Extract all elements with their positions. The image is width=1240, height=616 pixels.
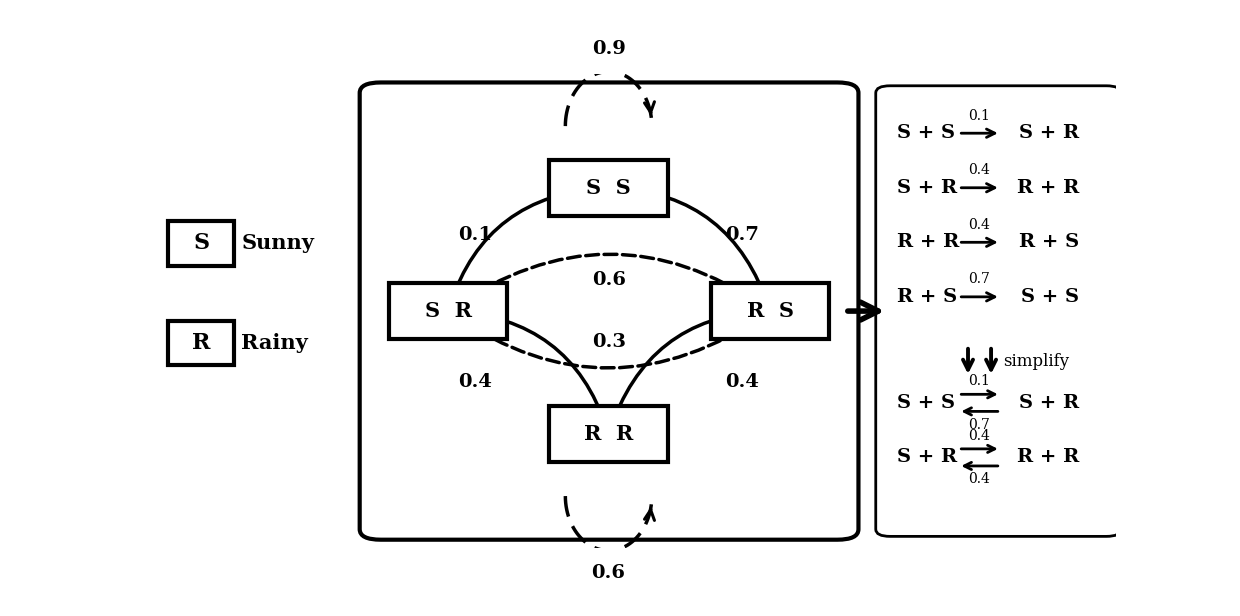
Text: S + R: S + R: [1019, 394, 1080, 412]
Text: 0.7: 0.7: [725, 226, 759, 244]
Text: R + S: R + S: [897, 288, 957, 306]
FancyArrowPatch shape: [450, 254, 765, 309]
FancyArrowPatch shape: [454, 313, 768, 368]
Text: S + S: S + S: [897, 394, 955, 412]
FancyBboxPatch shape: [549, 160, 667, 216]
Text: Rainy: Rainy: [242, 333, 309, 353]
FancyBboxPatch shape: [360, 83, 858, 540]
Text: S  R: S R: [424, 301, 471, 321]
Text: R + R: R + R: [897, 233, 960, 251]
FancyBboxPatch shape: [169, 221, 234, 265]
FancyArrowPatch shape: [609, 306, 764, 432]
Text: 0.1: 0.1: [968, 374, 991, 388]
Text: 0.9: 0.9: [591, 40, 625, 59]
Text: 0.1: 0.1: [459, 226, 492, 244]
Text: 0.4: 0.4: [968, 163, 991, 177]
FancyBboxPatch shape: [389, 283, 507, 339]
Text: S + R: S + R: [897, 179, 957, 197]
Text: 0.7: 0.7: [968, 272, 991, 286]
FancyBboxPatch shape: [549, 407, 667, 463]
FancyArrowPatch shape: [615, 183, 769, 309]
Text: Sunny: Sunny: [242, 233, 315, 254]
Text: S: S: [193, 232, 210, 254]
Text: 0.4: 0.4: [968, 218, 991, 232]
Text: 0.4: 0.4: [459, 373, 492, 391]
Text: R: R: [192, 332, 211, 354]
Text: R  S: R S: [746, 301, 794, 321]
FancyArrowPatch shape: [449, 188, 606, 305]
Text: R  R: R R: [584, 424, 634, 444]
Text: S  S: S S: [587, 178, 631, 198]
Text: S + S: S + S: [897, 124, 955, 142]
FancyArrowPatch shape: [451, 311, 609, 428]
Text: S + S: S + S: [1022, 288, 1080, 306]
FancyBboxPatch shape: [875, 86, 1121, 537]
Text: R + R: R + R: [1017, 448, 1080, 466]
Text: R + S: R + S: [1019, 233, 1080, 251]
Text: simplify: simplify: [1003, 353, 1070, 370]
FancyBboxPatch shape: [169, 321, 234, 365]
Text: 0.4: 0.4: [725, 373, 759, 391]
Text: 0.4: 0.4: [968, 472, 991, 486]
Text: 0.4: 0.4: [968, 429, 991, 443]
Text: 0.1: 0.1: [968, 109, 991, 123]
Text: R + R: R + R: [1017, 179, 1080, 197]
Text: 0.6: 0.6: [591, 564, 626, 582]
FancyBboxPatch shape: [711, 283, 830, 339]
Text: S + R: S + R: [1019, 124, 1080, 142]
Text: 0.6: 0.6: [591, 271, 626, 290]
Text: 0.7: 0.7: [968, 418, 991, 432]
Text: S + R: S + R: [897, 448, 957, 466]
Text: 0.3: 0.3: [591, 333, 626, 351]
